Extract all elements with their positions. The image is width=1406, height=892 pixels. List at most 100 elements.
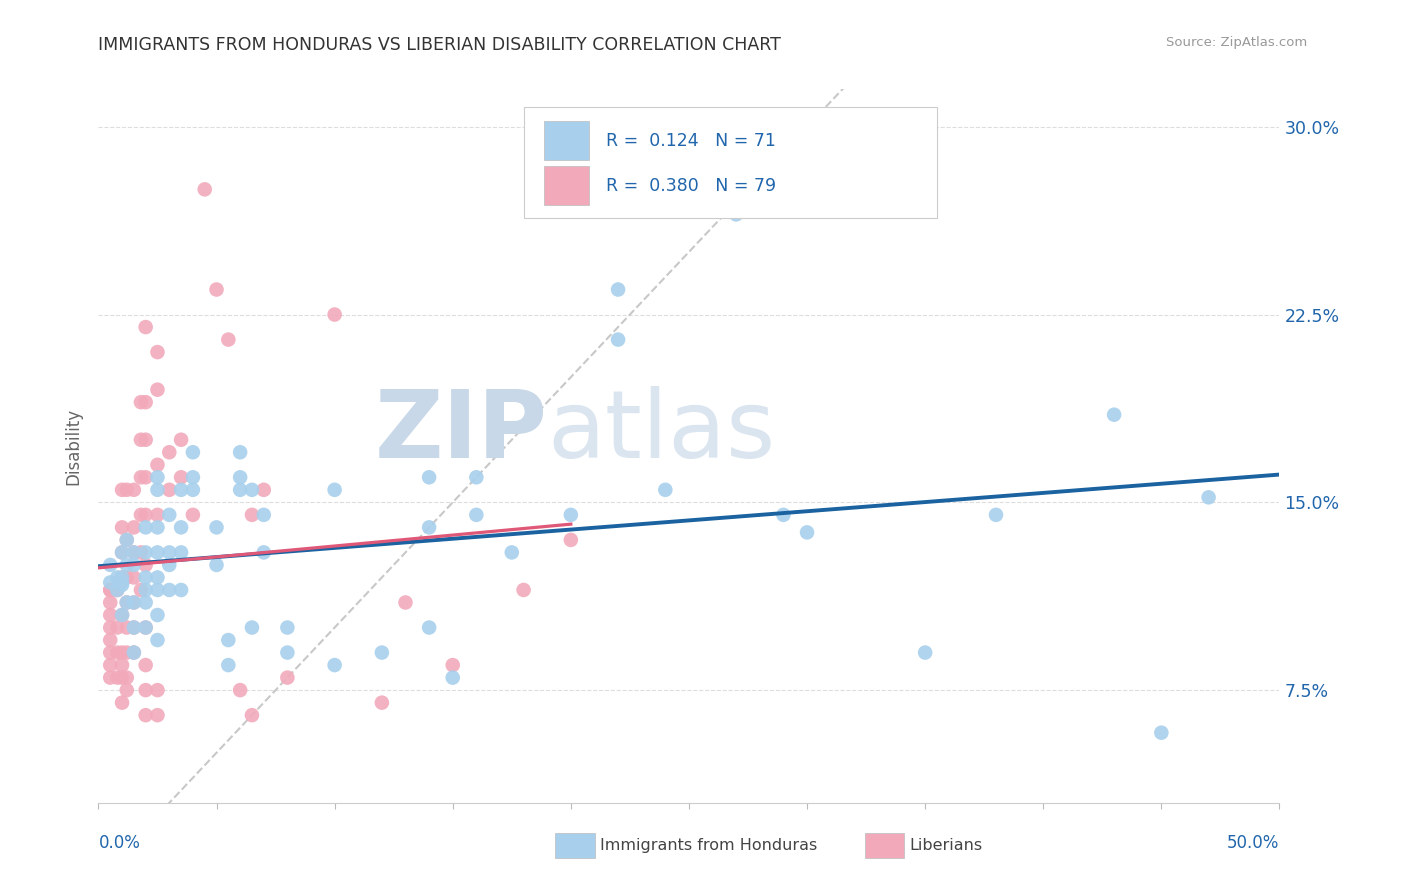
Point — [135, 320, 157, 334]
Point — [217, 333, 239, 347]
Point — [418, 470, 440, 484]
Point — [217, 658, 239, 673]
Point — [115, 595, 138, 609]
Point — [157, 582, 180, 597]
Point — [135, 545, 157, 559]
Point — [111, 578, 134, 592]
Point — [105, 582, 128, 597]
Point — [146, 545, 169, 559]
Point — [98, 646, 121, 660]
Point — [253, 545, 276, 559]
Point — [105, 671, 128, 685]
Point — [229, 483, 252, 497]
Point — [135, 582, 157, 597]
Point — [796, 525, 818, 540]
Point — [240, 508, 263, 522]
Point — [441, 671, 464, 685]
Point — [512, 582, 534, 597]
Point — [135, 708, 157, 723]
Point — [170, 520, 193, 534]
Point — [371, 696, 394, 710]
Point — [914, 646, 936, 660]
Point — [135, 570, 157, 584]
Point — [135, 395, 157, 409]
Point — [105, 621, 128, 635]
Text: atlas: atlas — [547, 385, 776, 478]
Point — [146, 570, 169, 584]
Text: R =  0.124   N = 71: R = 0.124 N = 71 — [606, 132, 776, 150]
Point — [111, 658, 134, 673]
Point — [1198, 491, 1220, 505]
Point — [146, 483, 169, 497]
Point — [418, 621, 440, 635]
Point — [229, 683, 252, 698]
Point — [129, 508, 152, 522]
Point — [240, 483, 263, 497]
Point — [122, 646, 145, 660]
Point — [122, 520, 145, 534]
Text: 0.0%: 0.0% — [98, 834, 141, 852]
Point — [122, 621, 145, 635]
Point — [98, 658, 121, 673]
Text: Source: ZipAtlas.com: Source: ZipAtlas.com — [1167, 36, 1308, 49]
Point — [1150, 725, 1173, 739]
Point — [98, 575, 121, 590]
Point — [111, 570, 134, 584]
Point — [170, 470, 193, 484]
Point — [146, 708, 169, 723]
Point — [129, 395, 152, 409]
Point — [146, 508, 169, 522]
Point — [115, 646, 138, 660]
Point — [170, 433, 193, 447]
Point — [122, 558, 145, 572]
Point — [115, 683, 138, 698]
Point — [129, 582, 152, 597]
Point — [122, 483, 145, 497]
Point — [441, 658, 464, 673]
Point — [111, 545, 134, 559]
Point — [146, 607, 169, 622]
Point — [146, 582, 169, 597]
Point — [135, 621, 157, 635]
Point — [111, 545, 134, 559]
Point — [115, 595, 138, 609]
Point — [240, 708, 263, 723]
Text: Immigrants from Honduras: Immigrants from Honduras — [600, 838, 818, 853]
Point — [205, 283, 228, 297]
Point — [418, 520, 440, 534]
Point — [146, 383, 169, 397]
Point — [560, 533, 582, 547]
Point — [276, 671, 298, 685]
Point — [146, 470, 169, 484]
Point — [205, 520, 228, 534]
Point — [105, 582, 128, 597]
Point — [98, 607, 121, 622]
Point — [98, 595, 121, 609]
Point — [146, 458, 169, 472]
Point — [181, 483, 204, 497]
Point — [157, 545, 180, 559]
Bar — [544, 121, 589, 161]
Text: Liberians: Liberians — [910, 838, 983, 853]
Point — [135, 683, 157, 698]
Point — [115, 483, 138, 497]
Point — [323, 658, 346, 673]
Point — [111, 671, 134, 685]
Point — [111, 607, 134, 622]
Point — [98, 671, 121, 685]
Text: R =  0.380   N = 79: R = 0.380 N = 79 — [606, 177, 776, 194]
Point — [115, 533, 138, 547]
Point — [115, 558, 138, 572]
Point — [253, 483, 276, 497]
Point — [654, 483, 676, 497]
Point — [98, 582, 121, 597]
Point — [240, 621, 263, 635]
Point — [205, 558, 228, 572]
Point — [135, 433, 157, 447]
Point — [772, 508, 794, 522]
Point — [135, 658, 157, 673]
Point — [115, 671, 138, 685]
Point — [394, 595, 416, 609]
Point — [115, 533, 138, 547]
Point — [146, 683, 169, 698]
